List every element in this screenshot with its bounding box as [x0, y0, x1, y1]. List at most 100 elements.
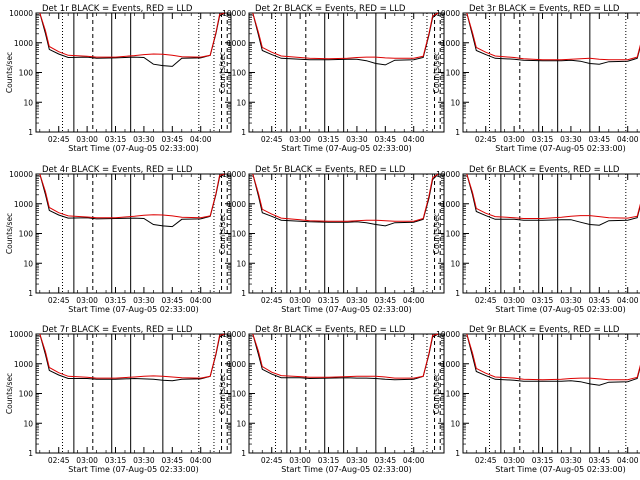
- y-axis-label: Counts/sec: [218, 52, 227, 93]
- x-tick-label: 02:45: [475, 296, 497, 305]
- x-tick-label: 04:00: [190, 456, 212, 465]
- y-tick-label: 10000: [222, 330, 246, 339]
- x-tick-label: 04:00: [617, 296, 639, 305]
- y-tick-label: 10: [23, 419, 33, 428]
- lld-series-line: [466, 333, 640, 381]
- plot-frame: [462, 173, 640, 294]
- x-tick-label: 04:00: [403, 456, 425, 465]
- x-tick-label: 03:30: [560, 135, 582, 144]
- x-tick-label: 03:45: [161, 135, 183, 144]
- y-tick-label: 100: [232, 230, 247, 239]
- plot-frame: [462, 12, 640, 133]
- x-tick-label: 03:30: [560, 456, 582, 465]
- x-axis-label: Start Time (07-Aug-05 02:33:00): [68, 144, 199, 153]
- panel-title: Det 8r BLACK = Events, RED = LLD: [255, 325, 406, 335]
- x-axis-label: Start Time (07-Aug-05 02:33:00): [68, 465, 199, 474]
- detector-panel-3: Det 3r BLACK = Events, RED = LLD 1 10 100 10…: [432, 4, 640, 153]
- detector-panel-5: Det 5r BLACK = Events, RED = LLD 1 10 100 10…: [218, 165, 445, 314]
- events-series-line: [466, 12, 640, 65]
- x-tick-label: 03:00: [503, 135, 525, 144]
- x-tick-label: 03:30: [346, 456, 368, 465]
- events-series-line: [39, 333, 226, 382]
- y-tick-label: 10: [236, 419, 246, 428]
- y-tick-label: 10: [450, 98, 460, 107]
- panel-title: Det 2r BLACK = Events, RED = LLD: [255, 4, 406, 14]
- y-tick-label: 1: [28, 449, 33, 458]
- y-tick-label: 100: [232, 69, 247, 78]
- y-tick-label: 10: [23, 98, 33, 107]
- x-axis-label: Start Time (07-Aug-05 02:33:00): [281, 305, 412, 314]
- events-series-line: [39, 173, 226, 228]
- x-tick-label: 02:45: [261, 296, 283, 305]
- events-series-line: [252, 12, 439, 66]
- events-series-line: [466, 333, 640, 386]
- x-tick-label: 03:00: [289, 456, 311, 465]
- x-tick-label: 03:15: [105, 296, 127, 305]
- y-tick-label: 10000: [436, 170, 460, 179]
- y-tick-label: 10: [23, 259, 33, 268]
- y-tick-label: 100: [19, 230, 34, 239]
- x-tick-label: 02:45: [48, 135, 70, 144]
- panel-title: Det 9r BLACK = Events, RED = LLD: [469, 325, 620, 335]
- x-tick-label: 03:15: [318, 296, 340, 305]
- detector-panel-2: Det 2r BLACK = Events, RED = LLD 1 10 100 10…: [218, 4, 445, 153]
- x-tick-label: 02:45: [261, 456, 283, 465]
- y-tick-label: 1: [241, 449, 246, 458]
- x-tick-label: 03:15: [318, 456, 340, 465]
- x-tick-label: 03:45: [588, 296, 610, 305]
- y-axis-label: Counts/sec: [5, 373, 14, 414]
- y-tick-label: 1: [455, 128, 460, 137]
- plot-frame: [462, 333, 640, 454]
- y-axis-label: Counts/sec: [432, 52, 441, 93]
- y-tick-label: 100: [232, 390, 247, 399]
- y-tick-label: 100: [446, 69, 461, 78]
- y-tick-label: 1: [241, 128, 246, 137]
- x-tick-label: 04:00: [403, 296, 425, 305]
- y-tick-label: 10000: [9, 9, 33, 18]
- x-tick-label: 03:45: [374, 296, 396, 305]
- x-tick-label: 02:45: [475, 456, 497, 465]
- y-tick-label: 100: [19, 390, 34, 399]
- y-axis-label: Counts/sec: [5, 213, 14, 254]
- detector-panel-8: Det 8r BLACK = Events, RED = LLD 1 10 100 10…: [218, 325, 445, 474]
- x-axis-label: Start Time (07-Aug-05 02:33:00): [495, 465, 626, 474]
- y-axis-label: Counts/sec: [218, 213, 227, 254]
- y-tick-label: 1000: [441, 360, 460, 369]
- x-tick-label: 04:00: [403, 135, 425, 144]
- plot-frame: [35, 12, 232, 133]
- y-tick-label: 10000: [222, 170, 246, 179]
- y-tick-label: 1000: [227, 200, 246, 209]
- x-tick-label: 03:30: [346, 135, 368, 144]
- x-tick-label: 03:00: [289, 135, 311, 144]
- y-tick-label: 1000: [441, 39, 460, 48]
- panel-title: Det 7r BLACK = Events, RED = LLD: [42, 325, 193, 335]
- x-tick-label: 02:45: [475, 135, 497, 144]
- x-axis-label: Start Time (07-Aug-05 02:33:00): [281, 465, 412, 474]
- x-tick-label: 04:00: [617, 456, 639, 465]
- x-tick-label: 03:00: [76, 135, 98, 144]
- y-axis-label: Counts/sec: [432, 213, 441, 254]
- x-tick-label: 03:45: [588, 135, 610, 144]
- x-tick-label: 03:00: [503, 296, 525, 305]
- x-tick-label: 03:15: [532, 296, 554, 305]
- x-tick-label: 03:45: [588, 456, 610, 465]
- x-tick-label: 03:45: [374, 135, 396, 144]
- y-tick-label: 1000: [227, 39, 246, 48]
- lld-series-line: [252, 12, 439, 60]
- y-tick-label: 1: [241, 289, 246, 298]
- y-tick-label: 10000: [436, 330, 460, 339]
- plot-frame: [248, 173, 445, 294]
- lld-series-line: [252, 173, 439, 222]
- plot-frame: [35, 333, 232, 454]
- events-series-line: [252, 333, 439, 381]
- y-tick-label: 10000: [9, 170, 33, 179]
- x-axis-label: Start Time (07-Aug-05 02:33:00): [281, 144, 412, 153]
- y-tick-label: 1000: [14, 39, 33, 48]
- y-tick-label: 1000: [441, 200, 460, 209]
- y-tick-label: 100: [446, 230, 461, 239]
- x-tick-label: 03:00: [76, 456, 98, 465]
- x-axis-label: Start Time (07-Aug-05 02:33:00): [495, 144, 626, 153]
- y-tick-label: 10000: [436, 9, 460, 18]
- x-tick-label: 03:30: [133, 456, 155, 465]
